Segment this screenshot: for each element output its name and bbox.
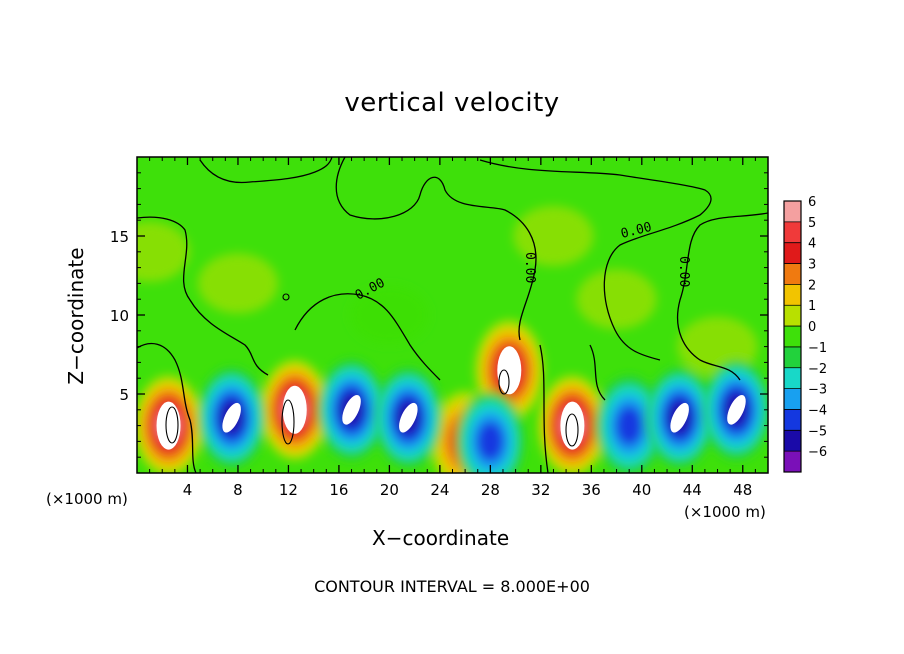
x-tick-label: 24	[430, 481, 449, 499]
y-axis-label: Z−coordinate	[64, 247, 88, 385]
x-unit-left: (×1000 m)	[46, 490, 128, 508]
colorbar-label: 4	[808, 237, 816, 252]
colorbar-swatch	[784, 242, 801, 265]
y-axis: 5 10 15	[110, 172, 768, 458]
colorbar-swatch	[784, 326, 801, 348]
x-tick-label: 48	[733, 481, 752, 499]
colorbar-swatch	[784, 430, 801, 452]
saturated-center	[497, 346, 522, 395]
downdraft-core	[476, 421, 504, 462]
colorbar-label: −4	[808, 403, 827, 418]
contour-line	[335, 157, 537, 341]
colorbar: 6 5 4 3 2 1 0 −1 −2 −3 −4 −5 −6	[783, 195, 827, 473]
contour-line	[479, 159, 712, 361]
saturated-center	[670, 402, 689, 433]
contour-line	[565, 413, 579, 447]
colorbar-label: −5	[808, 424, 827, 439]
x-tick-label: 20	[380, 481, 399, 499]
x-axis: 4 8 12 16 20 24 28 32 36 40 44 48	[149, 157, 756, 499]
colorbar-label: −1	[808, 341, 827, 356]
saturated-center	[156, 401, 181, 450]
contour-line	[498, 369, 510, 395]
saturated-center	[399, 402, 418, 433]
colorbar-label: −6	[808, 445, 827, 460]
colorbar-swatch	[784, 367, 801, 390]
y-tick-label: 10	[110, 307, 129, 325]
contour-line	[282, 293, 290, 301]
x-tick-label: 44	[683, 481, 702, 499]
saturated-center	[560, 401, 585, 450]
colorbar-label: 5	[808, 216, 816, 231]
colorbar-swatch	[784, 284, 801, 306]
colorbar-label: 1	[808, 299, 816, 314]
colorbar-swatch	[784, 221, 801, 244]
x-tick-label: 36	[582, 481, 601, 499]
contour-line	[137, 216, 269, 376]
colorbar-frame	[783, 200, 802, 473]
contour-label: 0.00	[676, 256, 691, 287]
contour-line	[281, 399, 295, 445]
y-tick-label: 15	[110, 228, 129, 246]
x-tick-label: 8	[233, 481, 243, 499]
colorbar-label: 3	[808, 258, 816, 273]
velocity-field	[137, 206, 768, 473]
contour-line	[199, 157, 333, 184]
colorbar-label: 2	[808, 278, 816, 293]
contour-interval-note: CONTOUR INTERVAL = 8.000E+00	[314, 577, 590, 596]
field-patch	[576, 269, 657, 330]
saturated-center	[727, 395, 746, 425]
x-unit-right: (×1000 m)	[684, 503, 766, 521]
x-tick-label: 28	[481, 481, 500, 499]
contour-line	[676, 212, 768, 381]
colorbar-label: −3	[808, 383, 827, 398]
x-tick-label: 40	[632, 481, 651, 499]
x-tick-label: 12	[279, 481, 298, 499]
colorbar-label: 0	[808, 320, 816, 335]
colorbar-label: −2	[808, 362, 827, 377]
colorbar-swatch	[784, 346, 801, 369]
contour-label: 0.00	[619, 220, 653, 242]
chart-title: vertical velocity	[344, 88, 560, 118]
field-patch	[349, 285, 430, 345]
contour-line	[294, 293, 441, 381]
colorbar-swatch	[784, 305, 801, 327]
colorbar-swatch	[784, 388, 801, 410]
colorbar-label: 6	[808, 195, 816, 210]
y-tick-label: 5	[119, 386, 129, 404]
contour-line	[165, 406, 179, 444]
colorbar-swatch	[784, 451, 801, 473]
saturated-center	[282, 385, 307, 434]
downdraft-core	[615, 405, 643, 446]
x-tick-label: 32	[531, 481, 550, 499]
colorbar-swatch	[784, 201, 801, 223]
contour-line	[539, 344, 549, 473]
zero-contours	[137, 157, 768, 473]
contour-line	[137, 342, 197, 473]
field-patch	[513, 206, 594, 266]
x-tick-label: 4	[183, 481, 193, 499]
field-patch	[137, 221, 190, 282]
x-tick-label: 16	[329, 481, 348, 499]
saturated-center	[342, 395, 361, 425]
colorbar-swatch	[784, 409, 801, 431]
field-patch	[197, 253, 278, 314]
contour-label: 0.00	[522, 252, 537, 283]
colorbar-swatch	[784, 263, 801, 285]
contour-line	[589, 344, 606, 401]
saturated-center	[222, 402, 241, 433]
x-axis-label: X−coordinate	[372, 526, 510, 550]
